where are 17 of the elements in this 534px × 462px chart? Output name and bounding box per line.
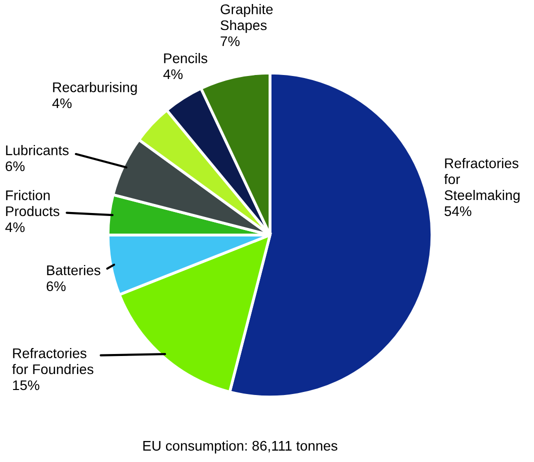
- data-label: 6%: [46, 281, 66, 292]
- data-label: 54%: [444, 206, 472, 216]
- slice-label: Friction Products: [6, 190, 60, 216]
- slice-label: Recarburising: [53, 82, 137, 95]
- slice-label: Lubricants: [6, 145, 69, 156]
- data-label: 7%: [220, 36, 240, 46]
- data-label: 4%: [163, 69, 183, 80]
- data-label: 6%: [6, 161, 25, 172]
- slice-label: Refractories for Steelmaking: [444, 158, 520, 203]
- slice-label: Batteries: [47, 265, 100, 276]
- text: EU consumption: 86,111 tonnes: [143, 440, 338, 454]
- data-label: 4%: [5, 222, 25, 232]
- data-label: 15%: [13, 380, 40, 390]
- slice-label: Graphite Shapes: [220, 4, 273, 33]
- data-label: 4%: [52, 98, 72, 108]
- slice-label: Pencils: [164, 53, 208, 64]
- slice-label: Refractories for Foundries: [12, 348, 94, 374]
